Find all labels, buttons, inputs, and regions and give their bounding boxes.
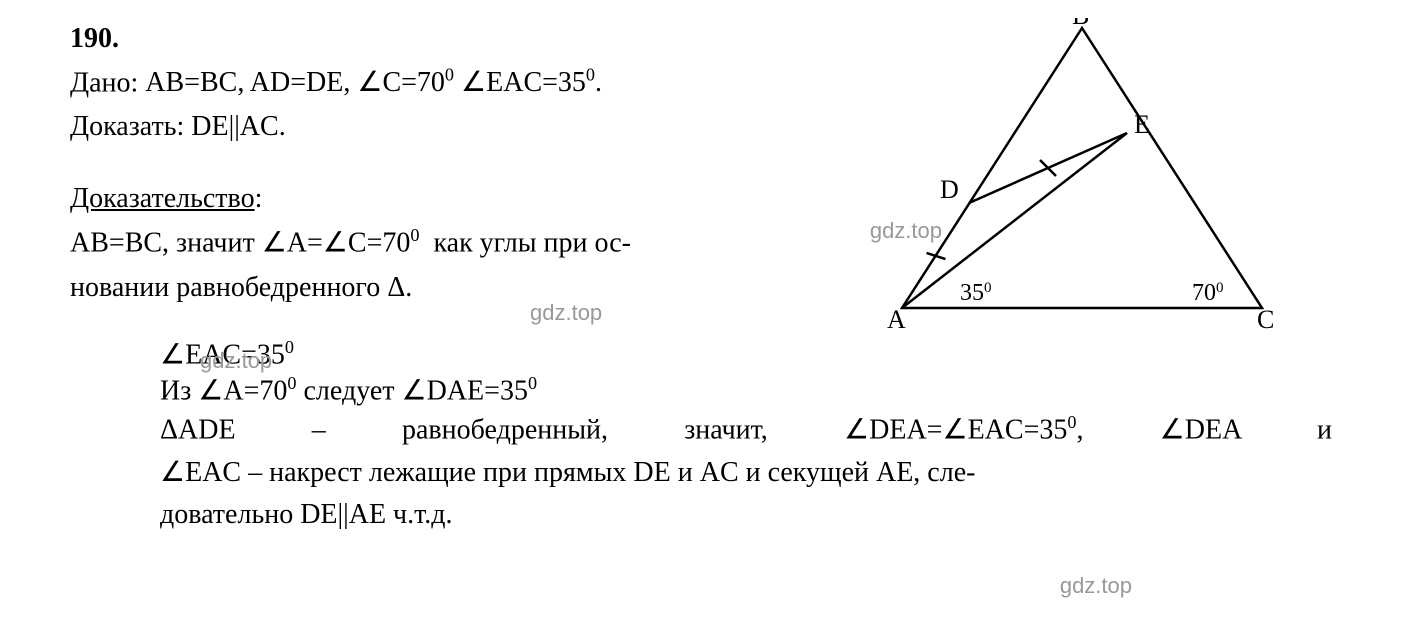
given-content: AB=BC, AD=DE, ∠C=700 ∠EAC=350. — [145, 67, 602, 98]
proof-line-5: ΔADE – равнобедренный, значит, ∠DEA=∠EAC… — [160, 409, 1332, 451]
angle-70: 700 — [1192, 280, 1224, 306]
label-b: B — [1072, 18, 1089, 30]
label-d: D — [940, 175, 959, 204]
prove-content: DE||AC. — [191, 111, 285, 142]
problem-number: 190. — [70, 23, 119, 54]
proof-line-4: Из ∠A=700 следует ∠DAE=350 — [160, 373, 1332, 407]
given-line: Дано: AB=BC, AD=DE, ∠C=700 ∠EAC=350. — [70, 62, 990, 104]
proof-line-1: AB=BC, значит ∠A=∠C=700 как углы при ос- — [70, 222, 990, 264]
proof-label: Доказательство — [70, 178, 255, 220]
problem-number-line: 190. — [70, 18, 990, 60]
label-e: E — [1134, 110, 1150, 139]
text-block: 190. Дано: AB=BC, AD=DE, ∠C=700 ∠EAC=350… — [70, 18, 990, 309]
triangle-diagram: A B C D E 350 700 — [872, 18, 1292, 338]
label-c: C — [1257, 305, 1274, 334]
proof-line-3: ∠EAC=350 — [160, 337, 1332, 371]
line-ae — [902, 133, 1127, 308]
prove-label: Доказать: — [70, 111, 184, 142]
proof-label-line: Доказательство: — [70, 150, 990, 220]
proof-line-6: ∠EAC – накрест лежащие при прямых DE и A… — [160, 452, 1332, 494]
given-label: Дано: — [70, 67, 138, 98]
tick-ad — [926, 246, 945, 266]
label-a: A — [887, 305, 906, 334]
watermark-4: gdz.top — [1060, 573, 1132, 599]
tick-de — [1040, 160, 1056, 176]
proof-line-7: довательно DE||AE ч.т.д. — [160, 494, 1332, 536]
proof-line-2: новании равнобедренного Δ. — [70, 267, 990, 309]
angle-35: 350 — [960, 280, 992, 306]
prove-line: Доказать: DE||AC. — [70, 106, 990, 148]
content-area: 190. Дано: AB=BC, AD=DE, ∠C=700 ∠EAC=350… — [70, 18, 1332, 536]
